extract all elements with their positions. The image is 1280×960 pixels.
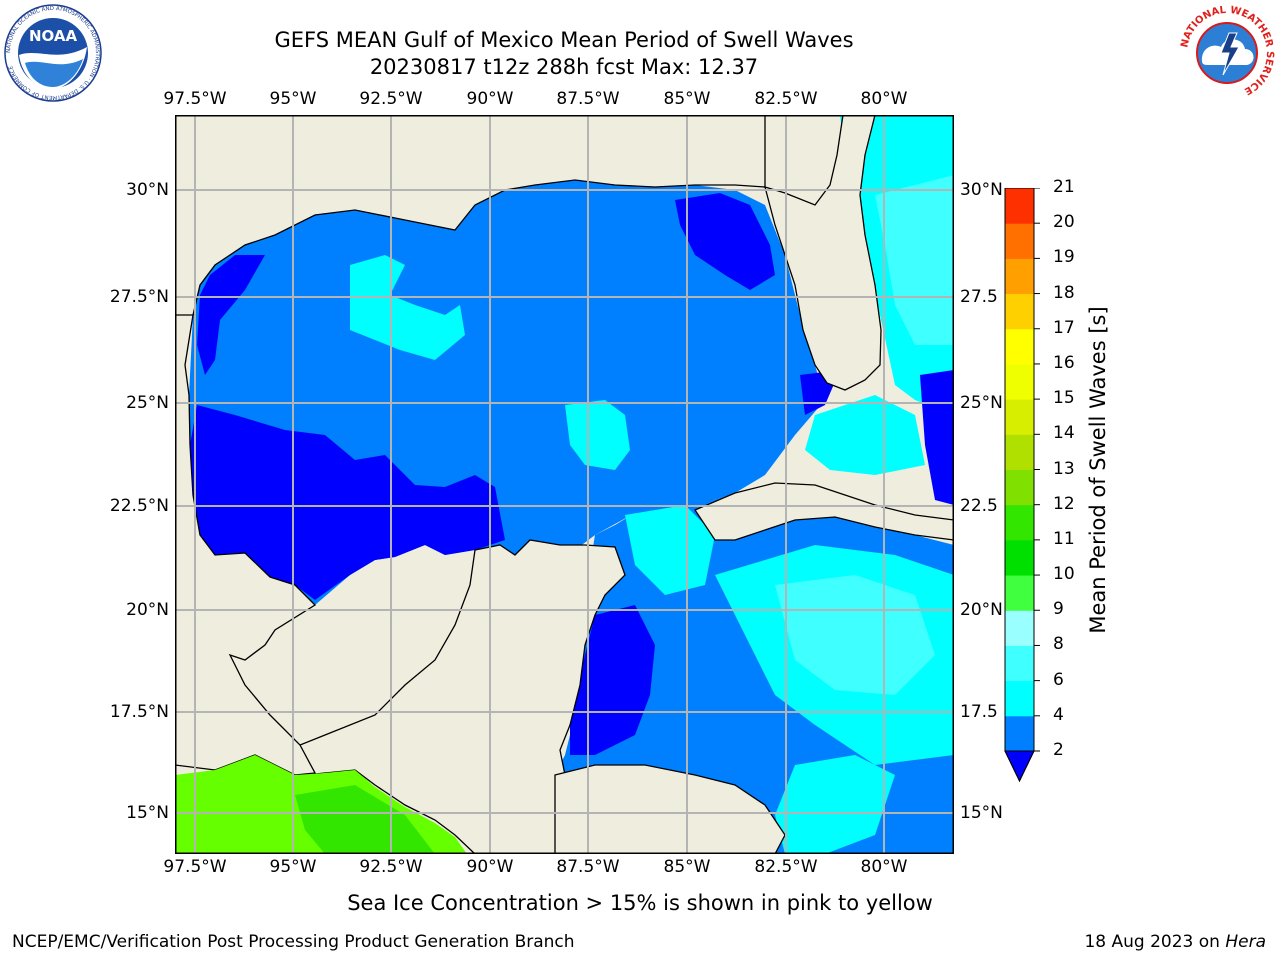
colorbar-tick-label: 10 (1053, 564, 1075, 585)
colorbar-segment (1005, 258, 1034, 295)
colorbar-segment (1005, 610, 1034, 646)
colorbar-tick-label: 14 (1053, 423, 1075, 444)
north-gulf-patch (350, 255, 465, 360)
lon-tick-top: 82.5°W (754, 89, 818, 109)
map-frame (175, 115, 954, 854)
florida-straits-patch (805, 395, 925, 475)
sea-ice-note: Sea Ice Concentration > 15% is shown in … (347, 891, 933, 915)
colorbar-tick-label: 11 (1053, 528, 1075, 549)
lat-tick-right: 25°N (960, 393, 1003, 413)
colorbar-segment (1005, 363, 1034, 400)
lon-tick-top: 92.5°W (359, 89, 423, 109)
colorbar-tick-label: 18 (1053, 282, 1075, 303)
lon-tick-bottom: 90°W (466, 857, 514, 877)
colorbar (1004, 188, 1040, 783)
lon-tick-bottom: 97.5°W (163, 857, 227, 877)
lat-tick-left: 25°N (126, 393, 169, 413)
colorbar-tick-label: 2 (1053, 740, 1064, 760)
lat-tick-left: 17.5°N (109, 702, 169, 722)
colorbar-tick-label: 6 (1053, 669, 1064, 690)
colorbar-tick-label: 19 (1053, 247, 1075, 268)
colorbar-outline (1004, 188, 1035, 783)
colorbar-segment (1005, 715, 1034, 752)
colorbar-tick-label: 13 (1053, 458, 1075, 479)
atlantic-water-light (875, 175, 954, 345)
nws-logo: NATIONAL WEATHER SERVICE (1179, 5, 1275, 101)
colorbar-extend-arrow (1004, 750, 1035, 783)
noaa-logo: NATIONAL OCEANIC AND ATMOSPHERIC ADMINIS… (4, 4, 102, 102)
colorbar-segment (1005, 399, 1034, 435)
colorbar-tick-label: 4 (1053, 704, 1064, 725)
northeast-gulf-deep (675, 193, 775, 290)
caribbean-patch-1 (625, 505, 715, 595)
colorbar-segment (1005, 434, 1034, 470)
colorbar-segment (1005, 469, 1034, 506)
chart-subtitle: 20230817 t12z 288h fcst Max: 12.37 (369, 55, 759, 79)
caribbean-patch-3 (775, 575, 935, 695)
colorbar-tick-label: 21 (1053, 177, 1075, 197)
lon-tick-bottom: 95°W (269, 857, 317, 877)
colorbar-segment (1005, 328, 1034, 365)
us-gulf-coast (175, 115, 766, 316)
chart-title: GEFS MEAN Gulf of Mexico Mean Period of … (274, 28, 854, 52)
central-gulf-patch (565, 400, 630, 470)
colorbar-tick-label: 12 (1053, 493, 1075, 514)
footer-date: 18 Aug 2023 on (1084, 932, 1226, 952)
graticule (175, 115, 954, 854)
lon-tick-top: 90°W (466, 89, 514, 109)
cuba (694, 482, 954, 541)
florida-peninsula (764, 115, 882, 391)
lon-tick-top: 97.5°W (163, 89, 227, 109)
northwest-gulf-deep (197, 255, 265, 375)
colorbar-tick-label: 9 (1053, 599, 1064, 620)
colorbar-tick-label: 17 (1053, 317, 1075, 338)
colorbar-tick-label: 8 (1053, 634, 1064, 655)
colorbar-segment (1005, 188, 1034, 224)
lat-tick-right: 22.5 (960, 496, 998, 516)
colorbar-segment (1005, 575, 1034, 611)
lat-tick-right: 15°N (960, 803, 1003, 823)
lat-tick-right: 30°N (960, 180, 1003, 200)
noaa-wordmark: NOAA (29, 27, 78, 45)
lon-tick-bottom: 80°W (860, 857, 908, 877)
lat-tick-right: 17.5 (960, 702, 998, 722)
footer-host: Hera (1225, 932, 1266, 952)
map-panel (175, 115, 954, 854)
colorbar-tick-label: 15 (1053, 388, 1075, 409)
colorbar-segment (1005, 504, 1034, 541)
lat-tick-right: 27.5 (960, 287, 998, 307)
lat-tick-left: 20°N (126, 600, 169, 620)
colorbar-tick-label: 16 (1053, 352, 1075, 373)
lat-tick-left: 22.5°N (109, 496, 169, 516)
lon-tick-top: 85°W (663, 89, 711, 109)
lon-tick-top: 87.5°W (556, 89, 620, 109)
pacific-swell-dark (295, 785, 435, 854)
western-gulf-deep (190, 405, 505, 600)
colorbar-segment (1005, 680, 1034, 717)
colorbar-label: Mean Period of Swell Waves [s] (1086, 306, 1110, 634)
footer-left: NCEP/EMC/Verification Post Processing Pr… (12, 932, 575, 952)
colorbar-segment (1005, 223, 1034, 259)
lon-tick-top: 95°W (269, 89, 317, 109)
yucatan-channel-deep (570, 605, 655, 755)
footer-right: 18 Aug 2023 on Hera (1084, 932, 1266, 952)
central-america (554, 764, 786, 854)
colorbar-segment (1005, 645, 1034, 682)
colorbar-segment (1005, 293, 1034, 330)
lat-tick-left: 30°N (126, 180, 169, 200)
caribbean-patch-4 (775, 755, 895, 854)
lon-tick-bottom: 82.5°W (754, 857, 818, 877)
lon-tick-bottom: 92.5°W (359, 857, 423, 877)
lon-tick-bottom: 85°W (663, 857, 711, 877)
lat-tick-left: 15°N (126, 803, 169, 823)
colorbar-tick-label: 20 (1053, 212, 1075, 233)
lat-tick-right: 20°N (960, 600, 1003, 620)
lat-tick-left: 27.5°N (109, 287, 169, 307)
colorbar-segment (1005, 539, 1034, 576)
lon-tick-top: 80°W (860, 89, 908, 109)
yucatan-peninsula (299, 539, 626, 854)
lon-tick-bottom: 87.5°W (556, 857, 620, 877)
